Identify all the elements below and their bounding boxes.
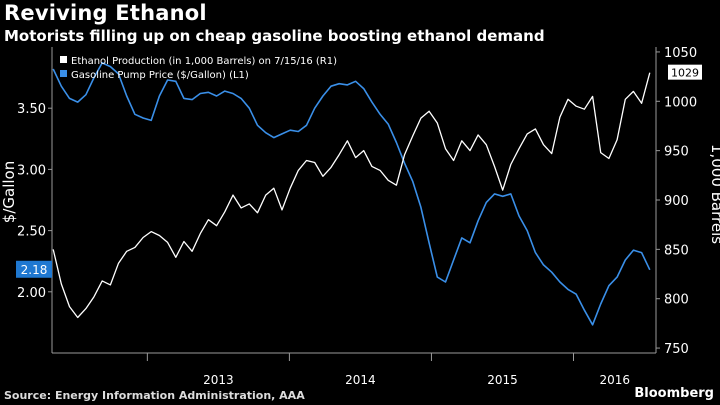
y-right-tick-label: 750 — [664, 342, 689, 357]
x-tick-label: 2013 — [203, 373, 234, 387]
y-left-tick-label: 3.00 — [17, 163, 46, 178]
last-value-label-gasoline: 2.18 — [21, 263, 48, 277]
legend-swatch-ethanol — [60, 56, 67, 63]
legend-swatch-gasoline — [60, 70, 67, 77]
series-line-gasoline — [52, 62, 651, 326]
y-right-axis-label: 1,000 Barrels — [708, 144, 720, 244]
chart-title: Reviving Ethanol — [4, 1, 207, 25]
y-right-tick-label: 850 — [664, 243, 689, 258]
y-left-tick-label: 2.50 — [17, 225, 46, 240]
brand-logo-text: Bloomberg — [634, 386, 714, 401]
series-line-ethanol — [52, 72, 651, 319]
y-right-tick-label: 900 — [664, 194, 689, 209]
x-tick-label: 2015 — [487, 373, 518, 387]
y-right-tick-label: 1050 — [664, 46, 697, 61]
y-right-tick-label: 800 — [664, 293, 689, 308]
last-value-label-ethanol: 1029 — [671, 67, 699, 80]
y-left-tick-label: 3.50 — [17, 102, 46, 117]
source-note: Source: Energy Information Administratio… — [4, 389, 305, 402]
y-right-tick-label: 950 — [664, 145, 689, 160]
y-left-axis-label: $/Gallon — [0, 161, 18, 223]
legend-label-ethanol: Ethanol Production (in 1,000 Barrels) on… — [71, 56, 337, 67]
last-value-badge-ethanol — [668, 64, 702, 80]
legend-label-gasoline: Gasoline Pump Price ($/Gallon) (L1) — [71, 70, 249, 81]
y-right-tick-label: 1000 — [664, 95, 697, 110]
last-value-badge-gasoline — [16, 260, 52, 278]
y-left-tick-label: 2.00 — [17, 286, 46, 301]
x-tick-label: 2014 — [345, 373, 376, 387]
chart-subtitle: Motorists filling up on cheap gasoline b… — [4, 27, 545, 45]
x-tick-label: 2016 — [599, 373, 630, 387]
